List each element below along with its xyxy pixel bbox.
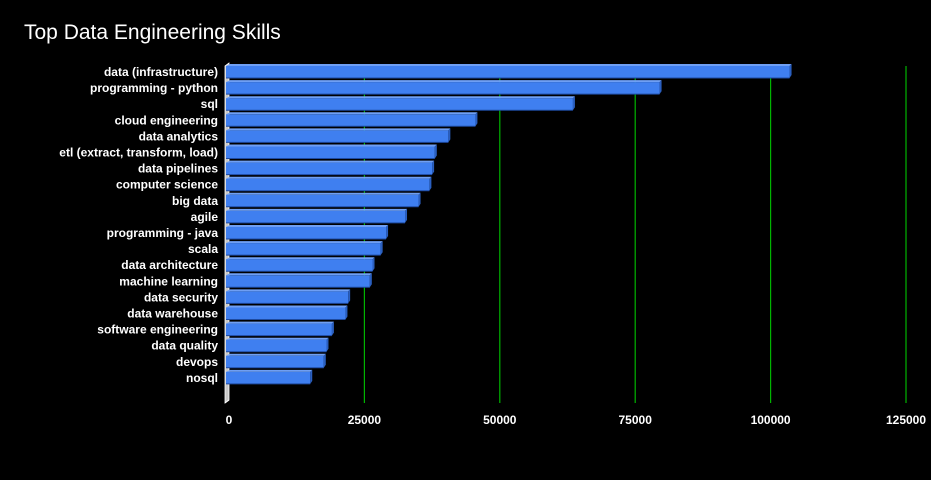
bar-side-face [323,353,326,368]
bar [226,275,370,288]
bar-top-face [226,369,313,372]
category-label: data architecture [121,258,218,272]
bar-top-face [226,353,326,356]
bar-side-face [345,305,348,320]
category-label: etl (extract, transform, load) [59,146,218,160]
bar-top-face [226,321,334,324]
bar [226,130,449,143]
bar [226,146,435,159]
bar-side-face [432,160,435,175]
bar-top-face [226,305,348,308]
x-tick-label: 0 [226,413,233,427]
bar [226,210,406,223]
category-label: agile [191,210,219,224]
category-label: machine learning [119,274,218,288]
bar-side-face [372,257,375,272]
bar-side-face [348,289,351,304]
x-tick-label: 75000 [619,413,653,427]
bar [226,307,346,320]
x-tick-labels: 0 25000 50000 75000 100000 125000 [226,413,927,427]
bar-top-face [226,241,383,244]
bar [226,259,373,272]
bar [226,291,349,304]
bar [226,227,387,239]
bar-top-face [226,257,375,260]
bar-top-face [226,289,351,292]
bar-side-face [380,241,383,256]
category-label: big data [172,194,218,208]
x-tick-label: 125000 [886,413,926,427]
chart-title: Top Data Engineering Skills [24,21,281,44]
bar-top-face [226,64,792,66]
bar-top-face [226,96,575,99]
category-label: programming - java [107,226,219,240]
x-tick-label: 100000 [751,413,791,427]
bar [226,194,419,207]
bar-side-face [310,369,313,384]
category-label: programming - python [90,81,218,95]
category-label: data (infrastructure) [104,65,218,79]
category-label: cloud engineering [115,113,218,127]
bar-top-face [226,208,408,211]
bar-side-face [386,225,389,239]
axis-base [224,399,230,404]
bar [226,323,332,336]
bar-side-face [326,337,329,352]
category-label: computer science [116,178,218,192]
bar-side-face [572,96,575,111]
category-label: data quality [151,339,218,353]
bar-side-face [448,128,451,143]
bar [226,178,430,191]
bar [226,114,476,127]
category-labels: data (infrastructure) programming - pytho… [59,65,218,385]
bar-top-face [226,144,437,147]
bar [226,66,790,78]
bar-side-face [475,112,478,127]
bar-side-face [418,192,421,207]
category-label: scala [188,242,218,256]
bar-top-face [226,337,329,340]
bars [226,64,792,385]
category-label: sql [201,97,218,111]
bar-top-face [226,273,372,276]
bar-top-face [226,112,478,115]
bar-side-face [659,80,662,95]
bar-side-face [405,208,408,223]
x-tick-label: 50000 [483,413,517,427]
bar-top-face [226,128,451,131]
bar-top-face [226,176,432,179]
bar [226,82,660,95]
bar-side-face [789,64,792,78]
bar-top-face [226,80,662,83]
category-label: software engineering [97,323,218,337]
bar-top-face [226,192,421,195]
bar-side-face [434,144,437,159]
bar-top-face [226,160,435,163]
category-label: data warehouse [127,307,218,321]
bar-side-face [429,176,432,191]
category-label: data pipelines [138,162,218,176]
category-label: data security [144,290,218,304]
bar [226,98,573,111]
bar [226,355,324,368]
bar-side-face [331,321,334,336]
bar [226,339,327,352]
x-tick-label: 25000 [348,413,382,427]
bar [226,162,433,175]
category-label: nosql [186,371,218,385]
bar-side-face [369,273,372,288]
category-label: devops [176,355,218,369]
bar-top-face [226,225,389,227]
category-label: data analytics [139,129,219,143]
bar [226,243,381,256]
bar [226,371,311,384]
